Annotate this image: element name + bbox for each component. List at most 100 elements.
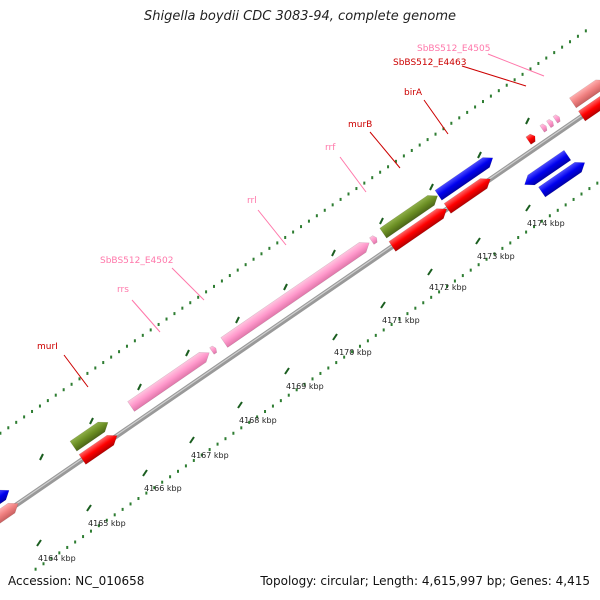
ruler-dot bbox=[212, 284, 215, 288]
ruler-dot bbox=[78, 377, 81, 381]
ruler-dot bbox=[374, 333, 377, 337]
ruler-dot bbox=[327, 366, 330, 370]
gene-label: murB bbox=[348, 120, 372, 130]
ruler-dot bbox=[125, 344, 128, 348]
label-leader-lines bbox=[63, 53, 545, 388]
ruler-dot bbox=[284, 235, 287, 239]
ruler-dot bbox=[102, 361, 105, 365]
ruler-dot bbox=[596, 181, 599, 185]
ruler-dot bbox=[113, 513, 116, 517]
ruler-dot bbox=[173, 312, 176, 316]
gene-blue-lower-1 bbox=[524, 149, 572, 186]
label-leader-line bbox=[369, 131, 401, 169]
gene-label: SbBS512_E4463 bbox=[393, 58, 466, 68]
gene-label: rrs bbox=[117, 285, 129, 295]
gene-rrf bbox=[369, 235, 378, 245]
ruler-dot bbox=[303, 382, 306, 386]
ruler-dot bbox=[331, 203, 334, 207]
label-leader-line bbox=[461, 65, 527, 87]
ruler-dot bbox=[94, 366, 97, 370]
scale-tick bbox=[86, 504, 92, 512]
ruler-dot bbox=[121, 507, 124, 511]
ruler-dot bbox=[553, 51, 556, 55]
gene-red-top bbox=[578, 92, 600, 122]
ruler-dot bbox=[7, 426, 10, 430]
features-layer bbox=[0, 79, 600, 532]
ruler-dot bbox=[244, 263, 247, 267]
ruler-dot bbox=[220, 279, 223, 283]
ruler-dot bbox=[42, 562, 45, 566]
ruler-dot bbox=[300, 225, 303, 229]
ruler-dot bbox=[197, 295, 200, 299]
label-leader-line bbox=[487, 53, 545, 77]
ruler-dot bbox=[521, 72, 524, 76]
scale-tick bbox=[525, 204, 531, 212]
ruler-dot bbox=[450, 121, 453, 125]
ruler-dot bbox=[31, 409, 34, 413]
gene-salmon-top bbox=[569, 79, 600, 109]
scale-tick bbox=[332, 333, 338, 341]
label-leader-line bbox=[171, 267, 205, 301]
ruler-dot bbox=[556, 208, 559, 212]
scale-tick-label: 4166 kbp bbox=[144, 484, 182, 493]
ruler-dot bbox=[248, 420, 251, 424]
gene-label: rrl bbox=[247, 196, 257, 206]
scale-tick-label: 4174 kbp bbox=[527, 219, 565, 228]
ruler-dot bbox=[461, 274, 464, 278]
ruler-dot bbox=[141, 333, 144, 337]
ruler-dot bbox=[287, 393, 290, 397]
ruler-dot bbox=[343, 355, 346, 359]
ruler-dot bbox=[509, 241, 512, 245]
gene-murI-olive bbox=[69, 421, 109, 452]
ruler-dot bbox=[569, 40, 572, 44]
scale-tick bbox=[427, 268, 433, 276]
ruler-dot bbox=[363, 181, 366, 185]
ruler-dot bbox=[513, 78, 516, 82]
gene-label: birA bbox=[404, 88, 423, 98]
ruler-dot bbox=[442, 127, 445, 131]
scale-tick bbox=[142, 469, 148, 477]
ruler-dot bbox=[355, 187, 358, 191]
scale-tick bbox=[380, 301, 386, 309]
ruler-dot bbox=[529, 67, 532, 71]
gene-small-red bbox=[525, 133, 536, 145]
gene-small-pink bbox=[209, 345, 218, 355]
ruler-dot bbox=[351, 350, 354, 354]
ruler-dot bbox=[153, 486, 156, 490]
scale-tick-label: 4172 kbp bbox=[429, 283, 467, 292]
ruler-dot bbox=[545, 56, 548, 60]
ruler-dot bbox=[97, 524, 100, 528]
ruler-dot bbox=[564, 203, 567, 207]
ruler-dot bbox=[517, 236, 520, 240]
gene-blue-left bbox=[0, 489, 10, 519]
ruler-dot bbox=[438, 290, 441, 294]
ruler-dot bbox=[584, 29, 587, 33]
outer-scale-tick bbox=[39, 453, 44, 461]
ruler-dot bbox=[474, 105, 477, 109]
outer-scale-tick bbox=[525, 117, 530, 125]
ruler-dot bbox=[311, 377, 314, 381]
ruler-dot bbox=[133, 339, 136, 343]
gene-labels: murI rrs SbBS512_E4502 rrl rrf murB birA SbBS51… bbox=[37, 44, 490, 352]
gene-rrl bbox=[220, 242, 370, 348]
label-leader-line bbox=[131, 299, 161, 333]
ruler-dot bbox=[149, 328, 152, 332]
gene-rrs bbox=[127, 352, 210, 412]
ruler-dot bbox=[145, 491, 148, 495]
ruler-dot bbox=[110, 355, 113, 359]
ruler-dot bbox=[232, 431, 235, 435]
ruler-dot bbox=[70, 382, 73, 386]
label-leader-line bbox=[63, 354, 89, 388]
ruler-dot bbox=[358, 344, 361, 348]
ruler-dot bbox=[347, 192, 350, 196]
inner-dotted-ruler bbox=[34, 181, 599, 571]
ruler-dot bbox=[118, 350, 121, 354]
ruler-dot bbox=[34, 567, 37, 571]
ruler-dot bbox=[533, 225, 536, 229]
ruler-dot bbox=[366, 339, 369, 343]
ruler-dot bbox=[268, 246, 271, 250]
ruler-dot bbox=[485, 257, 488, 261]
ruler-dot bbox=[276, 241, 279, 245]
gene-label: rrf bbox=[325, 143, 336, 153]
